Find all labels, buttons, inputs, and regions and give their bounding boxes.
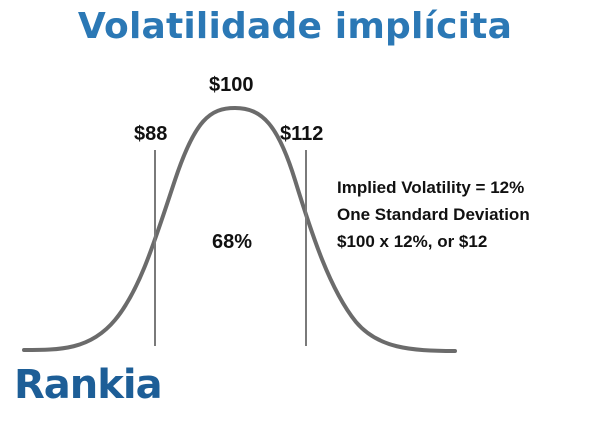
mean-price-label: $100 [209, 74, 254, 96]
annotation-line: $100 x 12%, or $12 [337, 232, 488, 251]
annotation-line: Implied Volatility = 12% [337, 178, 525, 197]
area-percentage-label: 68% [212, 231, 253, 253]
annotation-line: One Standard Deviation [337, 205, 530, 224]
plus-one-sd-label: $112 [280, 123, 324, 145]
bell-curve [22, 105, 457, 353]
implied-volatility-annotation: Implied Volatility = 12% One Standard De… [337, 174, 530, 255]
minus-one-sd-label: $88 [134, 123, 168, 145]
rankia-logo: Rankia [14, 362, 163, 408]
page-title: Volatilidade implícita [77, 6, 513, 47]
